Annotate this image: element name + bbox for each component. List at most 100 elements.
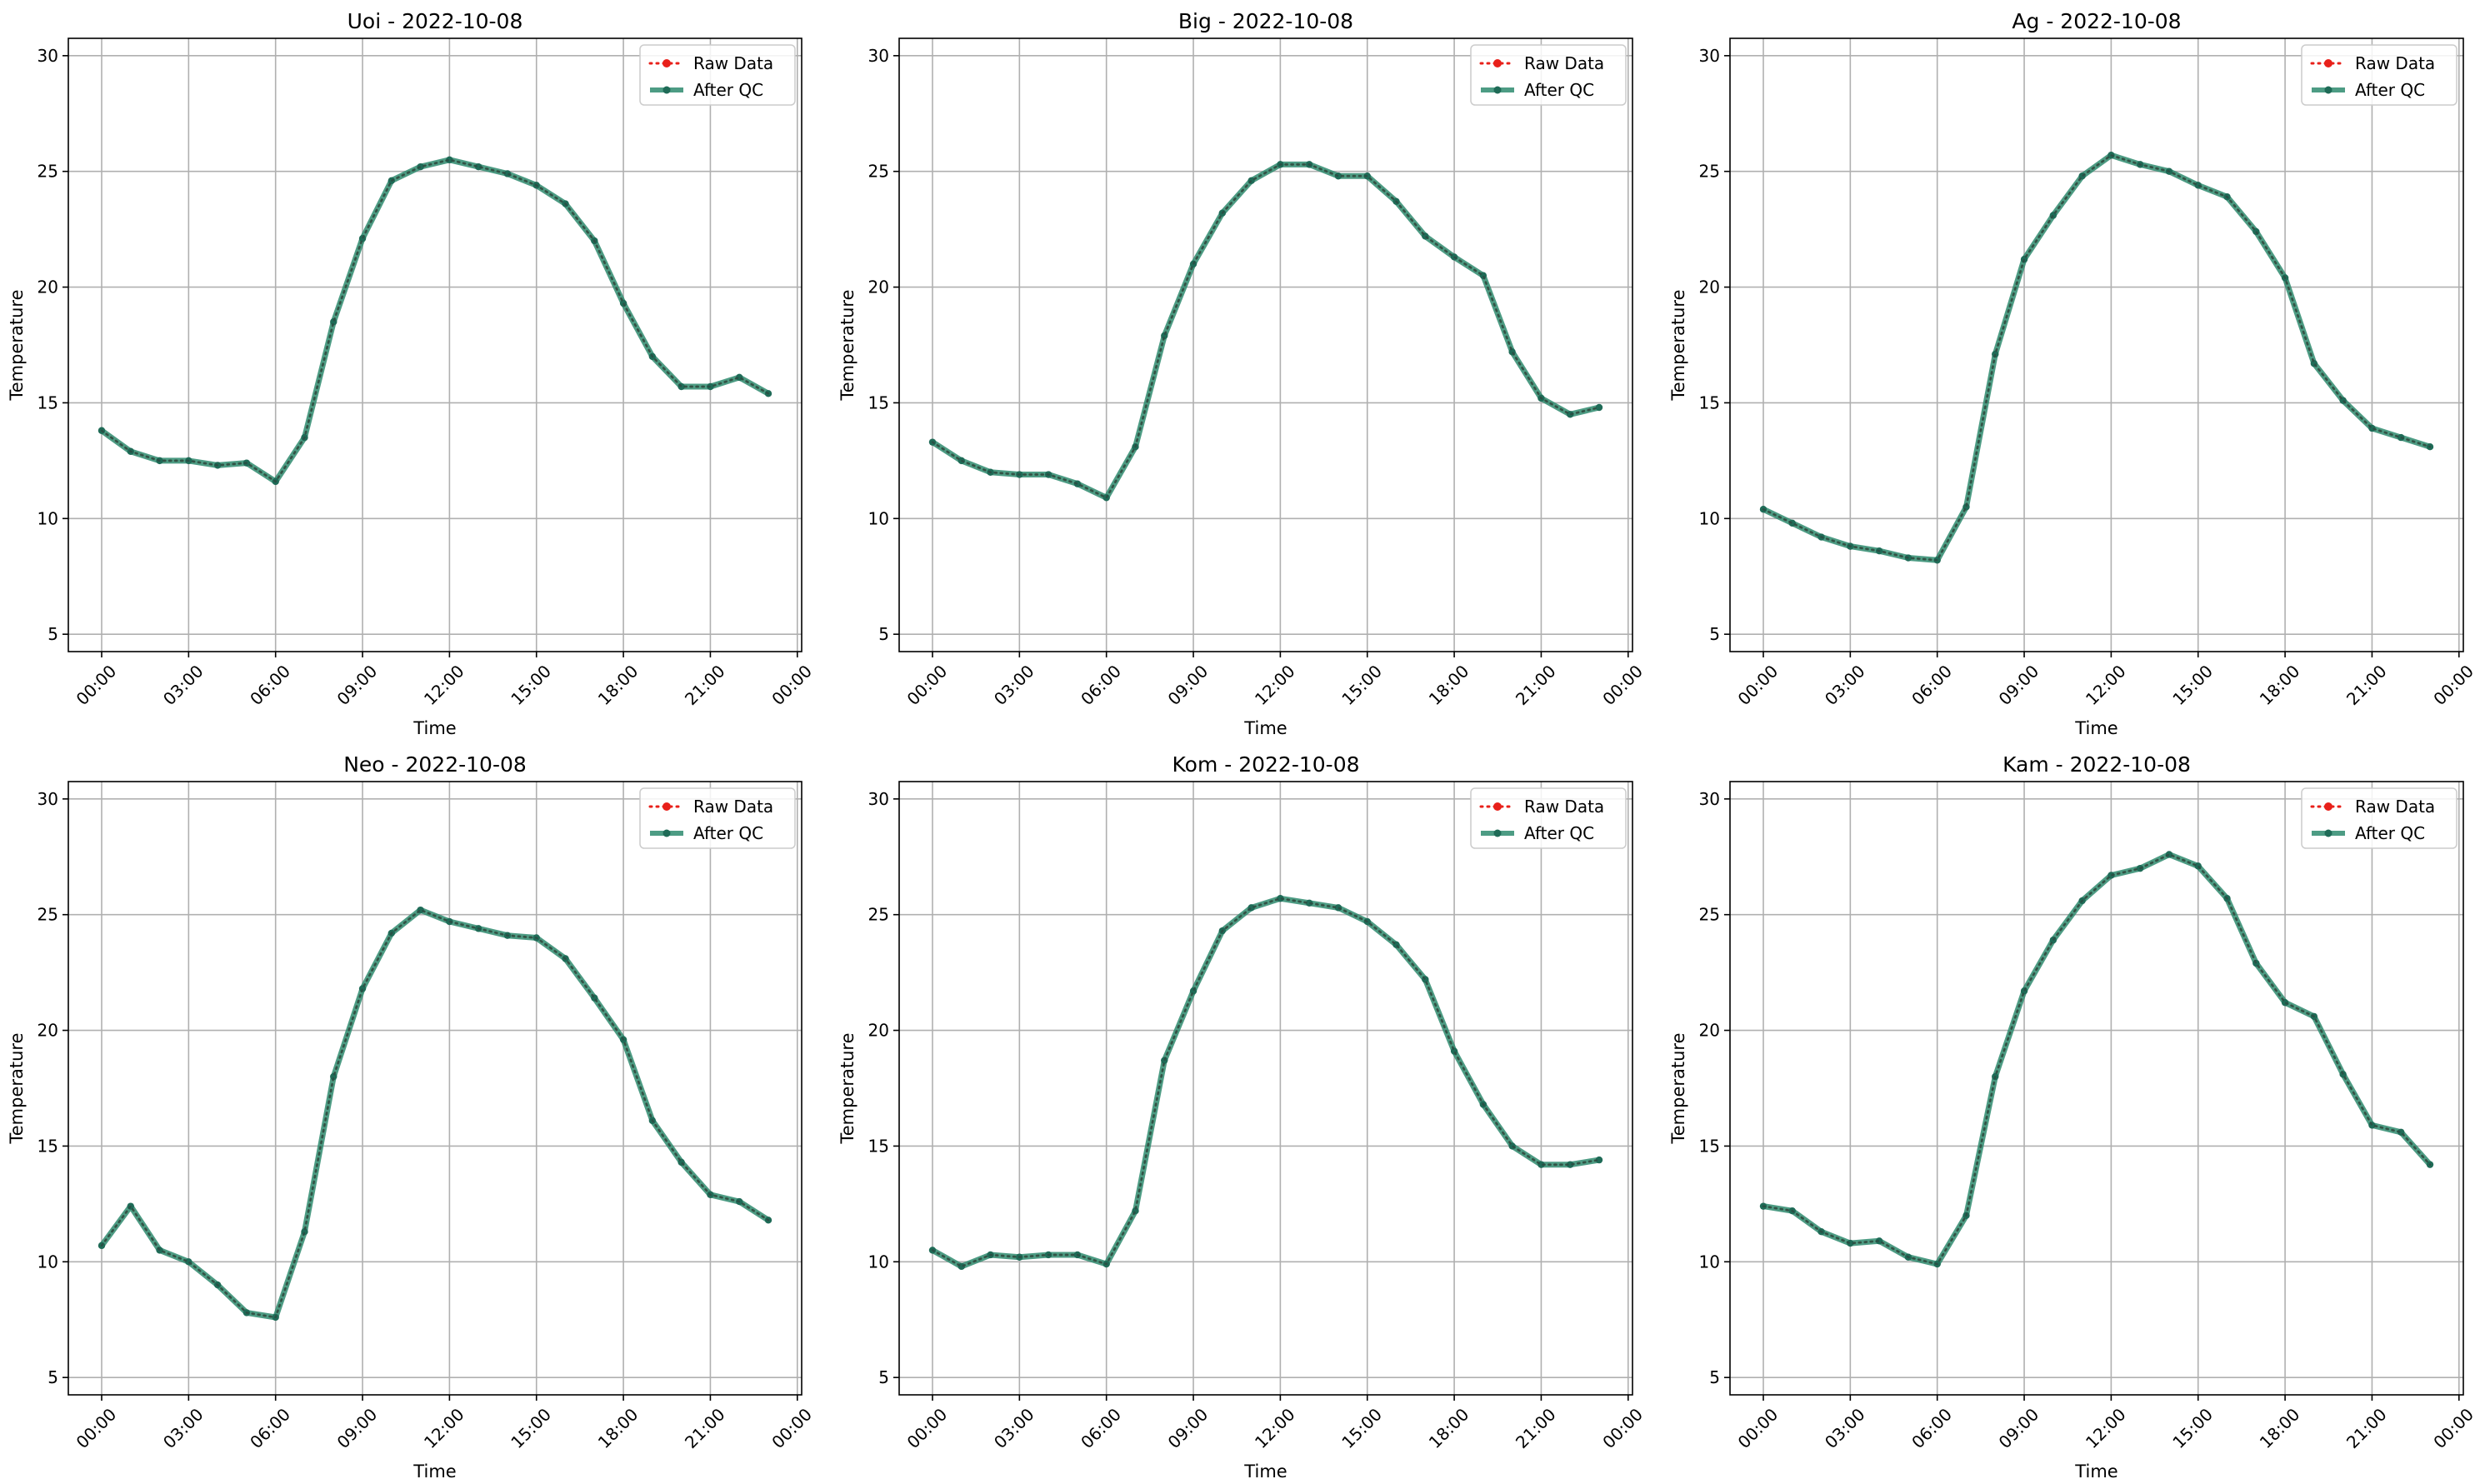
series-line-raw-overlay xyxy=(1762,153,2432,562)
x-tick-label: 06:00 xyxy=(246,661,294,709)
x-tick-label: 00:00 xyxy=(1734,1404,1782,1452)
chart-panel: 5 10 15 20 25 30 00:00 03:00 06:00 09:00 12:00 15:0… xyxy=(7,752,816,1482)
x-tick-label: 06:00 xyxy=(1077,1404,1125,1452)
x-tick-label: 00:00 xyxy=(72,661,121,709)
x-tick-label: 06:00 xyxy=(1908,661,1956,709)
y-tick-label: 20 xyxy=(868,277,889,297)
y-tick-label: 15 xyxy=(868,392,889,412)
legend: Raw Data After QC xyxy=(639,44,796,106)
legend-label: Raw Data xyxy=(2355,797,2435,817)
series-line-raw-data xyxy=(100,158,770,483)
y-tick-label: 20 xyxy=(38,1021,58,1041)
legend-label: Raw Data xyxy=(1524,53,1604,73)
y-tick-label: 25 xyxy=(868,905,889,925)
series-line-raw-data xyxy=(1762,153,2432,562)
point-after-qc xyxy=(301,1227,308,1236)
x-tick-label: 00:00 xyxy=(768,661,816,709)
x-tick-label: 00:00 xyxy=(72,1404,121,1452)
y-tick-label: 30 xyxy=(868,789,889,809)
x-tick-label: 15:00 xyxy=(507,1404,555,1452)
series-line-after-qc xyxy=(1760,152,2433,563)
point-after-qc xyxy=(1277,895,1284,902)
legend-label: After QC xyxy=(1524,80,1594,100)
y-tick-label: 30 xyxy=(38,46,58,66)
y-tick-label: 25 xyxy=(38,162,58,182)
plot-frame xyxy=(68,781,802,1396)
y-tick-label: 20 xyxy=(38,277,58,297)
legend-label: Raw Data xyxy=(1524,797,1604,817)
x-tick-label: 09:00 xyxy=(1164,1404,1212,1452)
y-tick-label: 5 xyxy=(878,624,889,644)
x-tick-label: 21:00 xyxy=(2342,661,2391,709)
x-tick-label: 18:00 xyxy=(2256,661,2304,709)
x-tick-label: 12:00 xyxy=(420,1404,468,1452)
series-line-raw-data xyxy=(931,897,1601,1268)
series-line-after-qc xyxy=(929,895,1602,1270)
legend-label: After QC xyxy=(2355,823,2425,843)
x-tick-label: 03:00 xyxy=(159,1404,208,1452)
chart-panel: 5 10 15 20 25 30 00:00 03:00 06:00 09:00 12:00 15:0… xyxy=(1668,9,2478,738)
y-tick-label: 15 xyxy=(1699,392,1720,412)
plot-frame xyxy=(898,37,1633,652)
series-line-raw-data xyxy=(100,908,770,1319)
chart-panel: 5 10 15 20 25 30 00:00 03:00 06:00 09:00 12:00 15:0… xyxy=(838,9,1647,738)
chart-title: Kom - 2022-10-08 xyxy=(1172,752,1360,777)
chart-title: Neo - 2022-10-08 xyxy=(343,752,527,777)
x-tick-label: 15:00 xyxy=(2168,661,2217,709)
legend: Raw Data After QC xyxy=(1470,44,1627,106)
y-axis-label: Temperature xyxy=(838,1032,858,1144)
y-axis-label: Temperature xyxy=(1668,289,1688,401)
x-tick-label: 03:00 xyxy=(1821,661,1869,709)
x-tick-label: 12:00 xyxy=(2082,1404,2130,1452)
chart-title: Uoi - 2022-10-08 xyxy=(348,9,523,33)
grid-lines xyxy=(899,782,1632,1395)
x-tick-label: 21:00 xyxy=(681,1404,729,1452)
x-tick-label: 15:00 xyxy=(507,661,555,709)
y-axis-label: Temperature xyxy=(1668,1032,1688,1144)
x-tick-label: 15:00 xyxy=(2168,1404,2217,1452)
y-tick-label: 15 xyxy=(1699,1136,1720,1156)
point-after-qc xyxy=(446,156,453,164)
y-tick-label: 25 xyxy=(868,162,889,182)
x-tick-label: 12:00 xyxy=(420,661,468,709)
x-tick-label: 03:00 xyxy=(159,661,208,709)
point-after-qc xyxy=(1189,987,1198,995)
point-after-qc xyxy=(1567,1161,1574,1168)
grid-lines xyxy=(68,38,802,652)
y-tick-label: 5 xyxy=(48,624,58,644)
y-tick-label: 5 xyxy=(48,1367,58,1387)
legend-marker-raw-data xyxy=(662,59,671,67)
x-tick-label: 00:00 xyxy=(768,1404,816,1452)
x-tick-label: 18:00 xyxy=(594,661,642,709)
point-after-qc xyxy=(2165,851,2173,858)
legend-marker-after-qc xyxy=(1493,829,1502,837)
series-line-after-qc xyxy=(98,907,772,1321)
plot-frame xyxy=(1729,37,2464,652)
y-tick-label: 20 xyxy=(1699,1021,1720,1041)
legend-marker-raw-data xyxy=(2324,59,2332,67)
series-line-raw-overlay xyxy=(100,908,770,1319)
y-axis-label: Temperature xyxy=(7,289,27,401)
x-tick-label: 15:00 xyxy=(1338,661,1386,709)
y-tick-label: 10 xyxy=(38,1252,58,1272)
x-tick-label: 09:00 xyxy=(1164,661,1212,709)
x-tick-label: 12:00 xyxy=(2082,661,2130,709)
series-line-raw-overlay xyxy=(1762,853,2432,1266)
series-line-raw-overlay xyxy=(931,897,1601,1268)
x-tick-label: 18:00 xyxy=(1425,661,1473,709)
x-tick-label: 21:00 xyxy=(2342,1404,2391,1452)
x-tick-label: 18:00 xyxy=(594,1404,642,1452)
series-line-after-qc xyxy=(929,161,1602,501)
grid-lines xyxy=(1730,38,2463,652)
x-tick-label: 18:00 xyxy=(2256,1404,2304,1452)
x-tick-label: 00:00 xyxy=(1598,661,1647,709)
x-tick-label: 06:00 xyxy=(1908,1404,1956,1452)
x-tick-label: 03:00 xyxy=(990,661,1038,709)
point-after-qc xyxy=(1595,1156,1603,1164)
legend-label: After QC xyxy=(693,823,763,843)
y-tick-label: 5 xyxy=(1709,1367,1720,1387)
x-axis-label: Time xyxy=(1243,1462,1287,1482)
legend-marker-after-qc xyxy=(662,829,671,837)
legend-label: Raw Data xyxy=(693,797,773,817)
x-tick-label: 06:00 xyxy=(1077,661,1125,709)
